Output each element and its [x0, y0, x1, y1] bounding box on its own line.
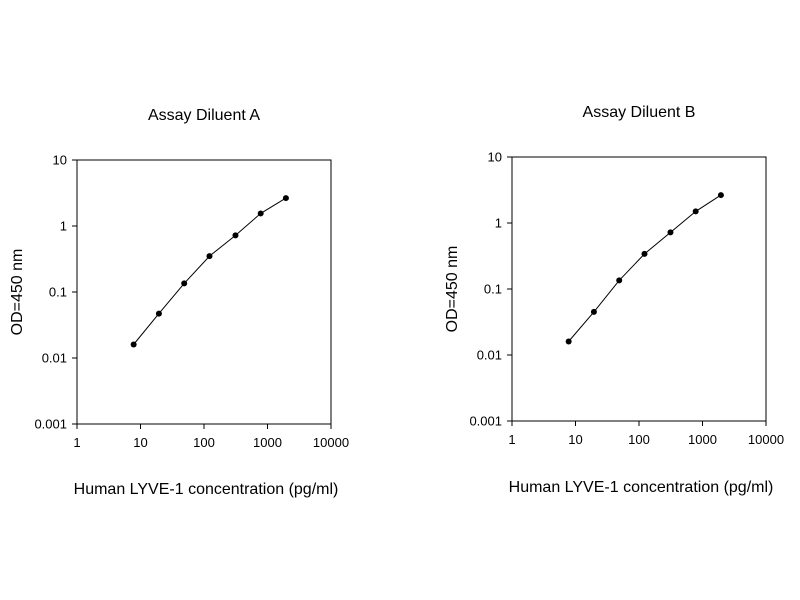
- chart-b-data-point: [692, 208, 699, 215]
- chart-a-x-tick-label: 1: [73, 435, 80, 450]
- chart-a-plot-frame: [76, 159, 332, 425]
- chart-b-data-point: [616, 277, 623, 284]
- chart-b-data-point: [717, 192, 724, 199]
- chart-a-y-tick-label: 0.001: [34, 417, 67, 432]
- chart-a-x-axis-label: Human LYVE-1 concentration (pg/ml): [74, 481, 339, 498]
- chart-a-data-point: [257, 210, 264, 217]
- chart-b-y-tick-label: 10: [488, 150, 502, 165]
- chart-a-y-tick-label: 1: [60, 219, 67, 234]
- chart-a-data-point: [206, 253, 213, 260]
- chart-b-x-tick-label: 1000: [688, 432, 717, 447]
- chart-a-data-point: [282, 195, 289, 202]
- chart-a-data-point: [130, 341, 137, 348]
- chart-a-y-tick-label: 10: [53, 153, 67, 168]
- chart-a-data-point: [232, 232, 239, 239]
- chart-b-plot-frame: [511, 156, 767, 422]
- chart-b-y-tick-label: 0.01: [477, 348, 502, 363]
- chart-b-x-tick-label: 10000: [748, 432, 784, 447]
- chart-b-points: [565, 192, 724, 345]
- chart-a-x-tick-label: 10000: [313, 435, 349, 450]
- chart-a-y-axis-label: OD=450 nm: [9, 249, 26, 336]
- chart-b-y-ticks: 0.001 0.01 0.1 1 10: [469, 150, 512, 429]
- chart-a-y-tick-label: 0.01: [42, 351, 67, 366]
- chart-a-data-point: [155, 310, 162, 317]
- chart-b-series-line: [568, 194, 722, 342]
- chart-a-series-line: [133, 197, 287, 345]
- chart-b-y-tick-label: 1: [495, 216, 502, 231]
- chart-a-x-tick-label: 1000: [253, 435, 282, 450]
- chart-b-data-point: [565, 338, 572, 345]
- chart-a-y-ticks: 0.001 0.01 0.1 1 10: [34, 153, 77, 432]
- chart-a-x-tick-label: 100: [193, 435, 215, 450]
- chart-b-x-axis-label: Human LYVE-1 concentration (pg/ml): [509, 479, 774, 496]
- chart-b-y-tick-label: 0.001: [469, 414, 502, 429]
- chart-a-y-tick-label: 0.1: [49, 285, 67, 300]
- chart-b-y-axis-label: OD=450 nm: [444, 246, 461, 333]
- chart-b-data-point: [667, 229, 674, 236]
- chart-a-x-tick-label: 10: [133, 435, 147, 450]
- chart-a-data-point: [181, 280, 188, 287]
- chart-a-x-ticks: 1 10 100 1000 10000: [73, 424, 349, 450]
- chart-a-title: Assay Diluent A: [148, 107, 260, 124]
- chart-b-x-tick-label: 100: [628, 432, 650, 447]
- chart-a: Assay Diluent A 0.001 0.01 0.1 1 10 1 10 100 10…: [9, 107, 349, 498]
- chart-b-y-tick-label: 0.1: [484, 282, 502, 297]
- chart-b-data-point: [590, 308, 597, 315]
- chart-b: Assay Diluent B 0.001 0.01 0.1 1 10 1 10 100 10…: [444, 104, 784, 496]
- chart-b-title: Assay Diluent B: [583, 104, 696, 121]
- chart-b-x-ticks: 1 10 100 1000 10000: [508, 421, 784, 447]
- chart-b-x-tick-label: 10: [568, 432, 582, 447]
- chart-b-data-point: [641, 250, 648, 257]
- chart-a-points: [130, 195, 289, 348]
- chart-b-x-tick-label: 1: [508, 432, 515, 447]
